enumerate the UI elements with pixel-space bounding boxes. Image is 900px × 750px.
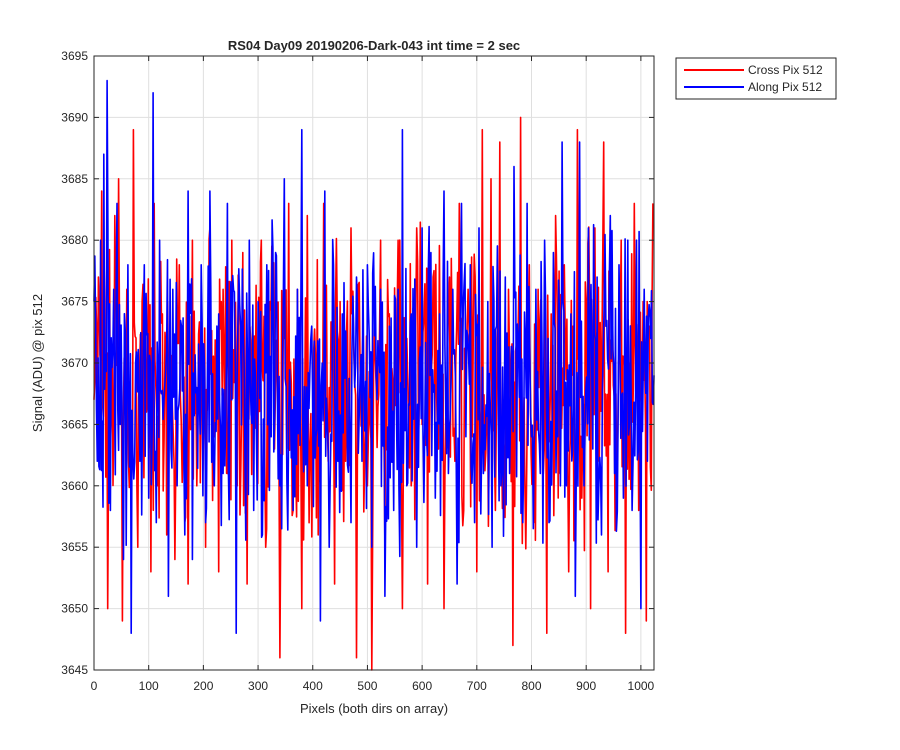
y-tick-label: 3650 — [61, 602, 88, 616]
x-axis-label: Pixels (both dirs on array) — [300, 701, 448, 716]
x-tick-label: 0 — [91, 679, 98, 693]
x-tick-label: 200 — [193, 679, 213, 693]
x-tick-label: 900 — [576, 679, 596, 693]
y-tick-label: 3665 — [61, 417, 88, 431]
series-line-along — [93, 79, 655, 635]
x-tick-label: 400 — [303, 679, 323, 693]
legend: Cross Pix 512 Along Pix 512 — [675, 57, 837, 100]
y-tick-label: 3660 — [61, 479, 88, 493]
y-tick-label: 3690 — [61, 110, 88, 124]
series-layer — [93, 79, 655, 671]
x-tick-label: 500 — [357, 679, 377, 693]
y-tick-label: 3680 — [61, 233, 88, 247]
y-tick-label: 3695 — [61, 49, 88, 63]
y-tick-label: 3685 — [61, 172, 88, 186]
y-axis-label: Signal (ADU) @ pix 512 — [30, 294, 45, 432]
x-tick-label: 600 — [412, 679, 432, 693]
x-tick-label: 300 — [248, 679, 268, 693]
tick-labels: 3645 3650 3655 3660 3665 3670 3675 3680 3685 3690… — [61, 49, 654, 693]
legend-label-cross: Cross Pix 512 — [748, 63, 823, 77]
legend-label-along: Along Pix 512 — [748, 80, 822, 94]
x-tick-label: 800 — [521, 679, 541, 693]
chart-title: RS04 Day09 20190206-Dark-043 int time = … — [228, 38, 520, 53]
y-tick-label: 3675 — [61, 295, 88, 309]
y-tick-label: 3655 — [61, 540, 88, 554]
tick-marks — [93, 55, 654, 671]
x-tick-label: 1000 — [628, 679, 655, 693]
x-tick-label: 100 — [139, 679, 159, 693]
y-tick-label: 3670 — [61, 356, 88, 370]
y-tick-label: 3645 — [61, 663, 88, 677]
x-tick-label: 700 — [467, 679, 487, 693]
legend-box — [675, 57, 837, 100]
